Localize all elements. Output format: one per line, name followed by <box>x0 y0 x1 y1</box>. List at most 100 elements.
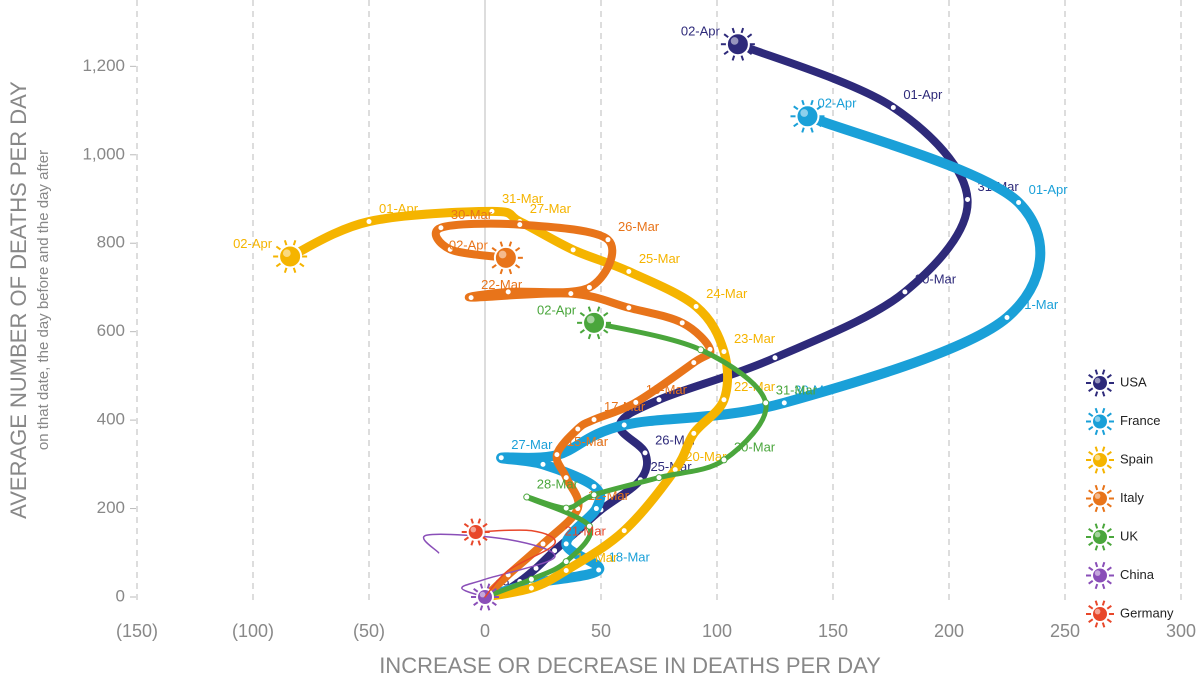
virus-spike <box>1088 412 1095 418</box>
virus-spike <box>477 518 481 525</box>
data-point <box>620 421 628 429</box>
legend-label: Italy <box>1120 490 1144 505</box>
x-tick-label: 300 <box>1166 621 1196 641</box>
data-point <box>523 493 531 501</box>
virus-shine <box>1094 531 1101 538</box>
data-point <box>497 454 505 462</box>
virus-spike <box>1101 390 1106 397</box>
virus-spike <box>1101 446 1106 453</box>
legend-icon <box>1086 484 1114 513</box>
virus-spike <box>1101 561 1106 569</box>
virus-body <box>1091 566 1109 585</box>
virus-spike <box>596 306 601 313</box>
data-point <box>516 221 524 229</box>
virus-spike <box>1088 489 1095 495</box>
virus-spike <box>1088 566 1095 572</box>
end-marker <box>273 240 308 273</box>
virus-spike <box>1101 505 1106 513</box>
data-point <box>553 451 561 459</box>
data-point <box>604 236 612 244</box>
data-point <box>762 399 770 407</box>
data-point <box>678 319 686 327</box>
data-point <box>625 268 633 276</box>
x-tick-label: (150) <box>116 621 158 641</box>
virus-spike <box>491 263 498 269</box>
data-point <box>590 491 598 499</box>
virus-spike <box>1088 425 1095 431</box>
data-point <box>595 566 603 574</box>
data-point <box>1015 199 1023 207</box>
data-point <box>692 302 700 310</box>
virus-spike <box>1101 467 1106 474</box>
virus-shine <box>470 526 477 533</box>
x-tick-label: 250 <box>1050 621 1080 641</box>
virus-body <box>795 104 820 129</box>
legend-icon <box>1086 407 1114 436</box>
virus-spike <box>1101 407 1106 415</box>
date-label: 02-Apr <box>233 236 273 251</box>
virus-spike <box>499 267 504 275</box>
y-tick-label: 400 <box>97 410 125 429</box>
virus-spike <box>1088 502 1095 508</box>
virus-spike <box>1105 604 1112 611</box>
virus-spike <box>477 539 481 546</box>
data-point <box>574 425 582 433</box>
virus-spike <box>298 245 305 251</box>
virus-spike <box>1094 484 1099 492</box>
virus-spike <box>1105 566 1112 572</box>
end-marker <box>471 583 499 611</box>
data-point <box>539 540 547 548</box>
date-label: 18-Mar <box>609 549 651 564</box>
virus-spike <box>1101 544 1106 551</box>
virus-spike <box>298 262 305 268</box>
date-label: 21-Mar <box>565 523 607 538</box>
virus-spike <box>1094 600 1099 607</box>
date-label: 28-Mar <box>537 476 579 491</box>
virus-spike <box>815 105 822 111</box>
date-label: 30-Mar <box>915 271 957 286</box>
virus-spike <box>1088 579 1095 585</box>
virus-shine <box>498 250 507 259</box>
data-point <box>720 396 728 404</box>
virus-spike <box>1105 412 1112 418</box>
data-point <box>780 399 788 407</box>
virus-body <box>1091 374 1109 392</box>
data-point <box>527 584 535 592</box>
virus-spike <box>508 267 513 275</box>
virus-spike <box>1088 527 1095 534</box>
data-point <box>697 346 705 354</box>
virus-shine <box>1094 570 1101 576</box>
date-label: 31-Mar <box>776 382 818 397</box>
virus-body <box>278 244 303 269</box>
virus-spike <box>1105 527 1112 534</box>
virus-spike <box>1094 407 1099 415</box>
date-label: 17-Mar <box>604 399 646 414</box>
legend-icon <box>1086 600 1114 628</box>
virus-spike <box>499 241 504 248</box>
date-label: 31-Mar <box>1017 297 1059 312</box>
data-point <box>620 527 628 535</box>
virus-spike <box>1094 582 1099 590</box>
virus-shine <box>1094 377 1101 384</box>
date-label: 19-Mar <box>576 550 618 565</box>
data-point <box>562 566 570 574</box>
data-point <box>1003 314 1011 322</box>
end-marker <box>461 518 490 546</box>
end-marker <box>488 241 523 275</box>
legend-icon <box>1086 369 1114 397</box>
virus-spike <box>1094 369 1099 376</box>
virus-spike <box>602 328 609 334</box>
virus-spike <box>1105 450 1112 457</box>
series-line <box>481 40 972 601</box>
virus-body <box>725 32 750 57</box>
date-label: 01-Apr <box>379 201 419 216</box>
virus-spike <box>587 306 592 313</box>
legend-icon <box>1086 446 1114 474</box>
virus-body <box>1091 489 1109 508</box>
virus-spike <box>1101 428 1106 436</box>
data-point <box>569 246 577 254</box>
legend-icon <box>1086 561 1114 590</box>
data-point <box>562 504 570 512</box>
series-line <box>474 529 556 598</box>
data-point <box>889 103 897 111</box>
